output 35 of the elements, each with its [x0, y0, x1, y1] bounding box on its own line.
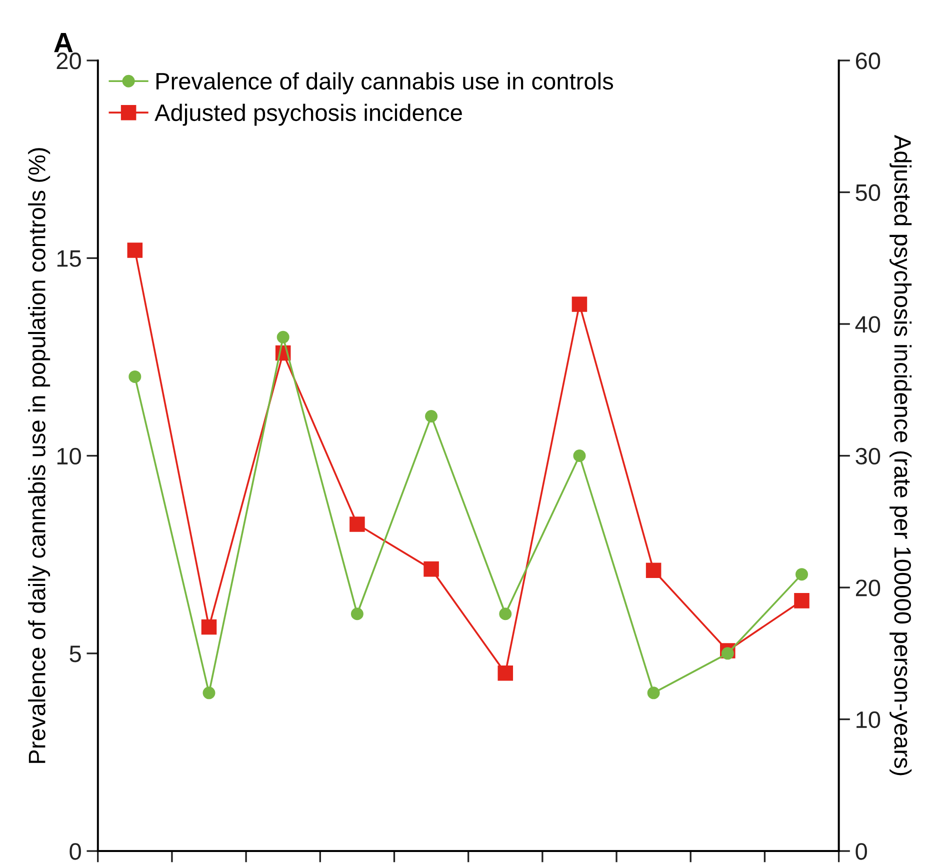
point	[572, 296, 588, 312]
point	[796, 568, 808, 581]
point	[573, 450, 586, 462]
point	[202, 686, 216, 700]
y-tick-label: 15	[57, 250, 81, 267]
y2-tick-label: 20	[856, 580, 880, 596]
y2-tick-label: 40	[855, 316, 880, 333]
y2-tick-label: 0	[856, 843, 867, 860]
y2-tick-label: 60	[856, 52, 880, 70]
y-axis-title: Prevalence of daily cannabis use in population controls (%)	[28, 148, 50, 763]
point	[646, 562, 662, 578]
y2-axis-title: Adjusted psychosis incidence (rate per 100000 person-years)	[890, 134, 912, 776]
point	[425, 410, 438, 422]
y-tick-label: 10	[57, 448, 81, 465]
point	[721, 647, 734, 660]
point	[276, 330, 290, 344]
point	[424, 561, 439, 577]
point	[498, 666, 514, 681]
y2-tick-label: 50	[856, 184, 880, 202]
y2-tick-label: 30	[856, 448, 880, 465]
chart-title: A	[54, 33, 73, 52]
y-tick-label: 20	[56, 52, 81, 70]
point	[794, 593, 810, 608]
y2-tick-label: 10	[856, 711, 880, 728]
legend-label: Prevalence of daily cannabis use in controls	[156, 72, 614, 94]
point	[499, 608, 512, 620]
point	[128, 370, 142, 383]
point	[350, 516, 365, 532]
point	[201, 619, 217, 635]
point	[350, 608, 364, 620]
legend-label: Adjusted psychosis incidence	[154, 104, 462, 126]
point	[127, 242, 143, 258]
point	[647, 686, 660, 700]
y-tick-label: 5	[70, 646, 81, 662]
y-tick-label: 0	[70, 843, 81, 860]
